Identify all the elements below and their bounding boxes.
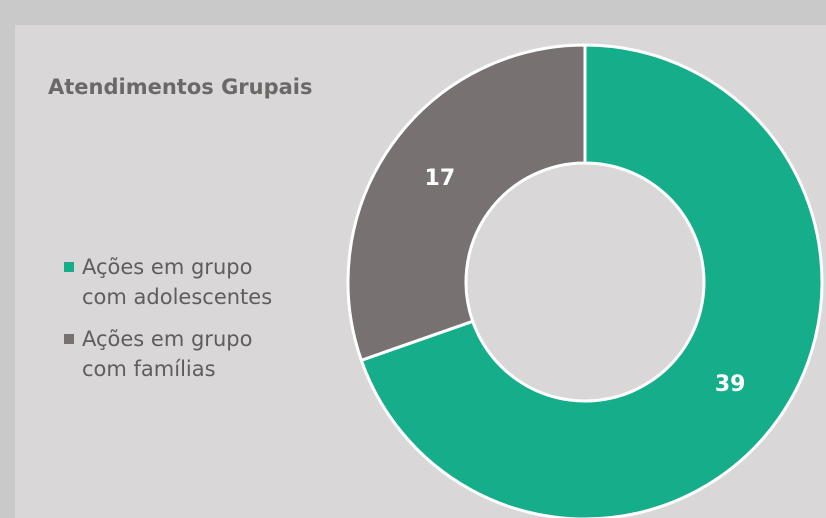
chart-title: Atendimentos Grupais <box>48 75 313 99</box>
data-label: 39 <box>715 372 746 397</box>
donut-segment <box>359 43 824 518</box>
legend-label: Ações em grupo com famílias <box>82 327 253 381</box>
legend-item: Ações em grupo com adolescentes <box>62 252 282 312</box>
data-label: 17 <box>425 166 456 191</box>
legend-swatch <box>64 262 74 272</box>
legend-item: Ações em grupo com famílias <box>62 324 282 384</box>
legend-swatch <box>64 334 74 344</box>
donut-segment <box>346 43 587 363</box>
legend: Ações em grupo com adolescentes Ações em … <box>62 252 282 396</box>
legend-label: Ações em grupo com adolescentes <box>82 255 273 309</box>
